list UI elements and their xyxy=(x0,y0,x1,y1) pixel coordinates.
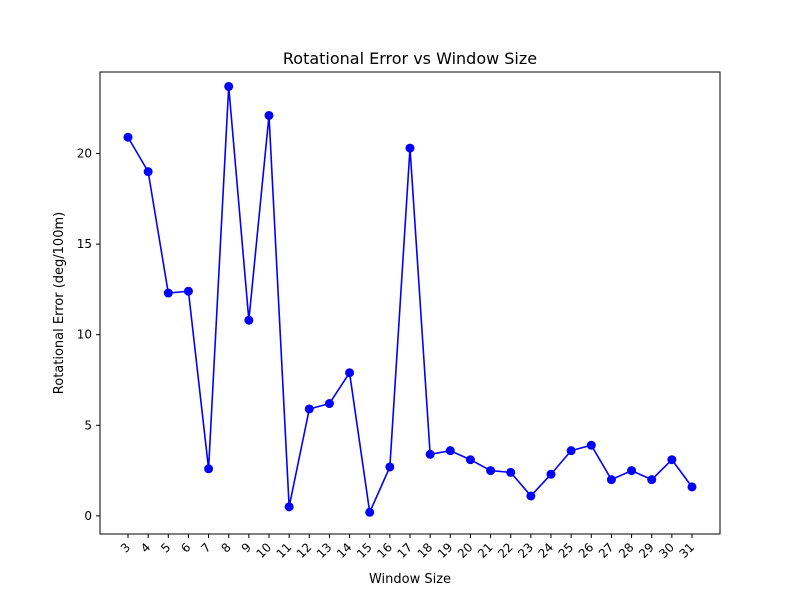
x-tick-label: 12 xyxy=(294,540,315,561)
data-point xyxy=(405,143,415,153)
x-tick-label: 10 xyxy=(253,540,274,561)
y-tick-label: 5 xyxy=(84,418,92,432)
data-point xyxy=(284,502,294,512)
data-point xyxy=(687,482,697,492)
x-tick-label: 24 xyxy=(535,540,556,561)
y-tick-label: 15 xyxy=(77,237,92,251)
x-tick-label: 13 xyxy=(314,540,335,561)
x-tick-label: 28 xyxy=(616,540,637,561)
data-point xyxy=(264,110,274,120)
x-tick-label: 17 xyxy=(394,540,415,561)
x-tick-label: 3 xyxy=(118,540,133,555)
x-tick-label: 6 xyxy=(178,540,193,555)
x-axis-label: Window Size xyxy=(369,572,451,587)
data-point xyxy=(566,446,576,456)
y-tick-label: 0 xyxy=(84,509,92,523)
x-tick-label: 14 xyxy=(334,540,355,561)
data-point xyxy=(606,475,616,485)
x-tick-label: 9 xyxy=(239,540,254,555)
x-tick-label: 8 xyxy=(219,540,234,555)
data-point xyxy=(204,464,214,474)
plot-frame xyxy=(99,71,721,535)
data-point xyxy=(486,466,496,476)
x-tick-label: 19 xyxy=(435,540,456,561)
x-tick-label: 16 xyxy=(374,540,395,561)
data-point xyxy=(324,399,334,409)
data-point xyxy=(163,288,173,298)
data-point xyxy=(667,455,677,465)
x-tick-label: 23 xyxy=(515,540,536,561)
x-tick-label: 29 xyxy=(636,540,657,561)
x-tick-label: 11 xyxy=(274,540,295,561)
data-point xyxy=(345,368,355,378)
series-points xyxy=(123,81,697,517)
data-point xyxy=(647,475,657,485)
x-tick-label: 27 xyxy=(596,540,617,561)
data-point xyxy=(244,315,254,325)
data-point xyxy=(506,467,516,477)
plot-area xyxy=(99,71,721,535)
data-point xyxy=(586,440,596,450)
x-tick-label: 18 xyxy=(415,540,436,561)
data-point xyxy=(385,462,395,472)
x-tick-label: 15 xyxy=(354,540,375,561)
x-tick-label: 7 xyxy=(198,540,213,555)
data-point xyxy=(526,491,536,501)
data-point xyxy=(183,286,193,296)
x-tick-label: 30 xyxy=(656,540,677,561)
x-axis: 3 4 5 6 7 8 9 10 11 12 13 14 15 16 17 18 19 20 21 22 23 24 25 2… xyxy=(118,534,697,561)
data-point xyxy=(445,446,455,456)
data-point xyxy=(123,132,133,142)
x-tick-label: 4 xyxy=(138,540,153,555)
y-axis-label: Rotational Error (deg/100m) xyxy=(52,212,67,394)
x-tick-label: 21 xyxy=(475,540,496,561)
data-point xyxy=(224,81,234,91)
data-point xyxy=(304,404,314,414)
data-point xyxy=(546,469,556,479)
data-point xyxy=(143,167,153,177)
x-tick-label: 20 xyxy=(455,540,476,561)
chart-title: Rotational Error vs Window Size xyxy=(283,49,537,68)
y-tick-label: 20 xyxy=(77,147,92,161)
x-tick-label: 22 xyxy=(495,540,516,561)
y-axis: 0 5 10 15 20 xyxy=(77,147,100,523)
x-tick-label: 26 xyxy=(576,540,597,561)
y-tick-label: 10 xyxy=(77,328,92,342)
data-point xyxy=(465,455,475,465)
x-tick-label: 5 xyxy=(158,540,173,555)
data-point xyxy=(425,449,435,459)
x-tick-label: 25 xyxy=(556,540,577,561)
data-point xyxy=(627,466,637,476)
x-tick-label: 31 xyxy=(676,540,697,561)
data-point xyxy=(365,507,375,517)
